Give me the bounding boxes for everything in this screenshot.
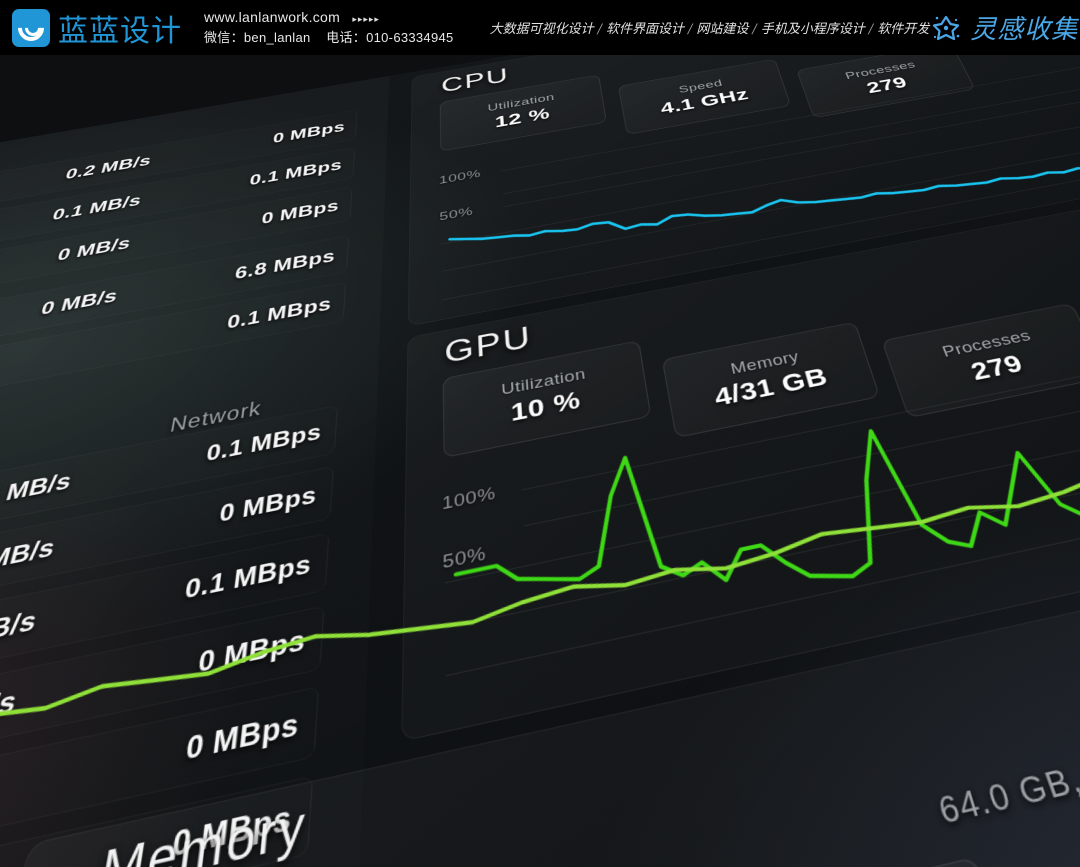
cell-network: 0.1 MBps — [182, 550, 313, 605]
service-sep: / — [752, 22, 757, 37]
arrow-decoration-icon: ▸▸▸▸▸ — [352, 14, 380, 25]
dashboard-stage: Disc Network 2.2 GB0.2 MB/s0 MBps508 MB0… — [0, 55, 1080, 867]
memory-tile-cached[interactable]: Cached 16.0 GB — [702, 856, 1023, 867]
contact-row: 微信：ben_lanlan 电话：010-63334945 — [204, 28, 454, 48]
service-item-3: 手机及小程序设计 — [760, 22, 865, 37]
service-sep: / — [868, 22, 874, 37]
cell-disc: 0 MB/s — [0, 685, 21, 740]
star-sparkle-icon — [929, 11, 963, 45]
website-row: www.lanlanwork.com ▸▸▸▸▸ — [204, 7, 454, 28]
gpu-axis-100: 100% — [441, 483, 497, 515]
service-item-2: 网站建设 — [696, 22, 749, 37]
services-list: 大数据可视化设计 / 软件界面设计 / 网站建设 / 手机及小程序设计 / 软件开发 — [490, 18, 930, 37]
service-item-4: 软件开发 — [877, 22, 930, 37]
memory-device-name: 64.0 GB, 2400 MHz — [933, 719, 1080, 833]
cell-network: 0 MBps — [196, 625, 307, 680]
cell-network: 0.1 MBps — [248, 156, 343, 189]
service-sep: / — [597, 22, 602, 37]
service-item-1: 软件界面设计 — [605, 22, 684, 37]
phone-label: 电话： — [326, 30, 367, 46]
memory-tile-committed[interactable]: Committed 40.8 G — [1018, 839, 1080, 867]
gpu-axis-50: 50% — [442, 543, 487, 574]
service-item-0: 大数据可视化设计 — [489, 22, 594, 37]
cell-disc: 0 MB/s — [38, 286, 120, 320]
cell-network: 0.1 MBps — [204, 420, 323, 467]
cell-disc: 2 MB/s — [0, 606, 40, 656]
cell-disc: 0.2 MB/s — [63, 152, 153, 183]
cell-disc: 0 MB/s — [55, 234, 133, 265]
phone-value: 010-63334945 — [366, 30, 454, 46]
table-row[interactable]: 0 MB/s 0 MBps — [0, 605, 325, 847]
task-manager-board: Disc Network 2.2 GB0.2 MB/s0 MBps508 MB0… — [0, 55, 1080, 867]
cell-network: 6.8 MBps — [233, 246, 336, 284]
column-header-disc[interactable]: Disc — [0, 411, 2, 442]
service-sep: / — [687, 22, 693, 37]
cell-disc: 0.5 MB/s — [0, 468, 75, 516]
cell-network: 0 MBps — [260, 197, 340, 228]
cell-network: 0 MBps — [217, 482, 318, 528]
lanlan-c-logo-icon — [12, 8, 50, 47]
wechat-label: 微信： — [204, 30, 244, 46]
wechat-value: ben_lanlan — [243, 30, 311, 46]
cell-network: 0.1 MBps — [225, 294, 332, 334]
cell-disc: 0.1 MB/s — [50, 192, 144, 224]
right-brand-name: 灵感收集 — [970, 15, 1079, 45]
process-table-panel[interactable]: Disc Network 2.2 GB0.2 MB/s0 MBps508 MB0… — [0, 75, 390, 867]
cell-network: 0 MBps — [183, 707, 300, 768]
website-text: www.lanlanwork.com — [204, 9, 341, 26]
cell-network: 0 MBps — [271, 119, 346, 147]
cell-disc: 0.1 MB/s — [0, 534, 58, 585]
branding-header: 蓝蓝设计 www.lanlanwork.com ▸▸▸▸▸ 微信：ben_lan… — [0, 0, 1080, 55]
right-branding: 灵感收集 — [929, 9, 1078, 46]
contact-block: www.lanlanwork.com ▸▸▸▸▸ 微信：ben_lanlan 电… — [204, 7, 454, 48]
brand-name: 蓝蓝设计 — [58, 13, 182, 49]
table-row[interactable]: 2 MB/s 0.1 MBps — [0, 532, 330, 754]
